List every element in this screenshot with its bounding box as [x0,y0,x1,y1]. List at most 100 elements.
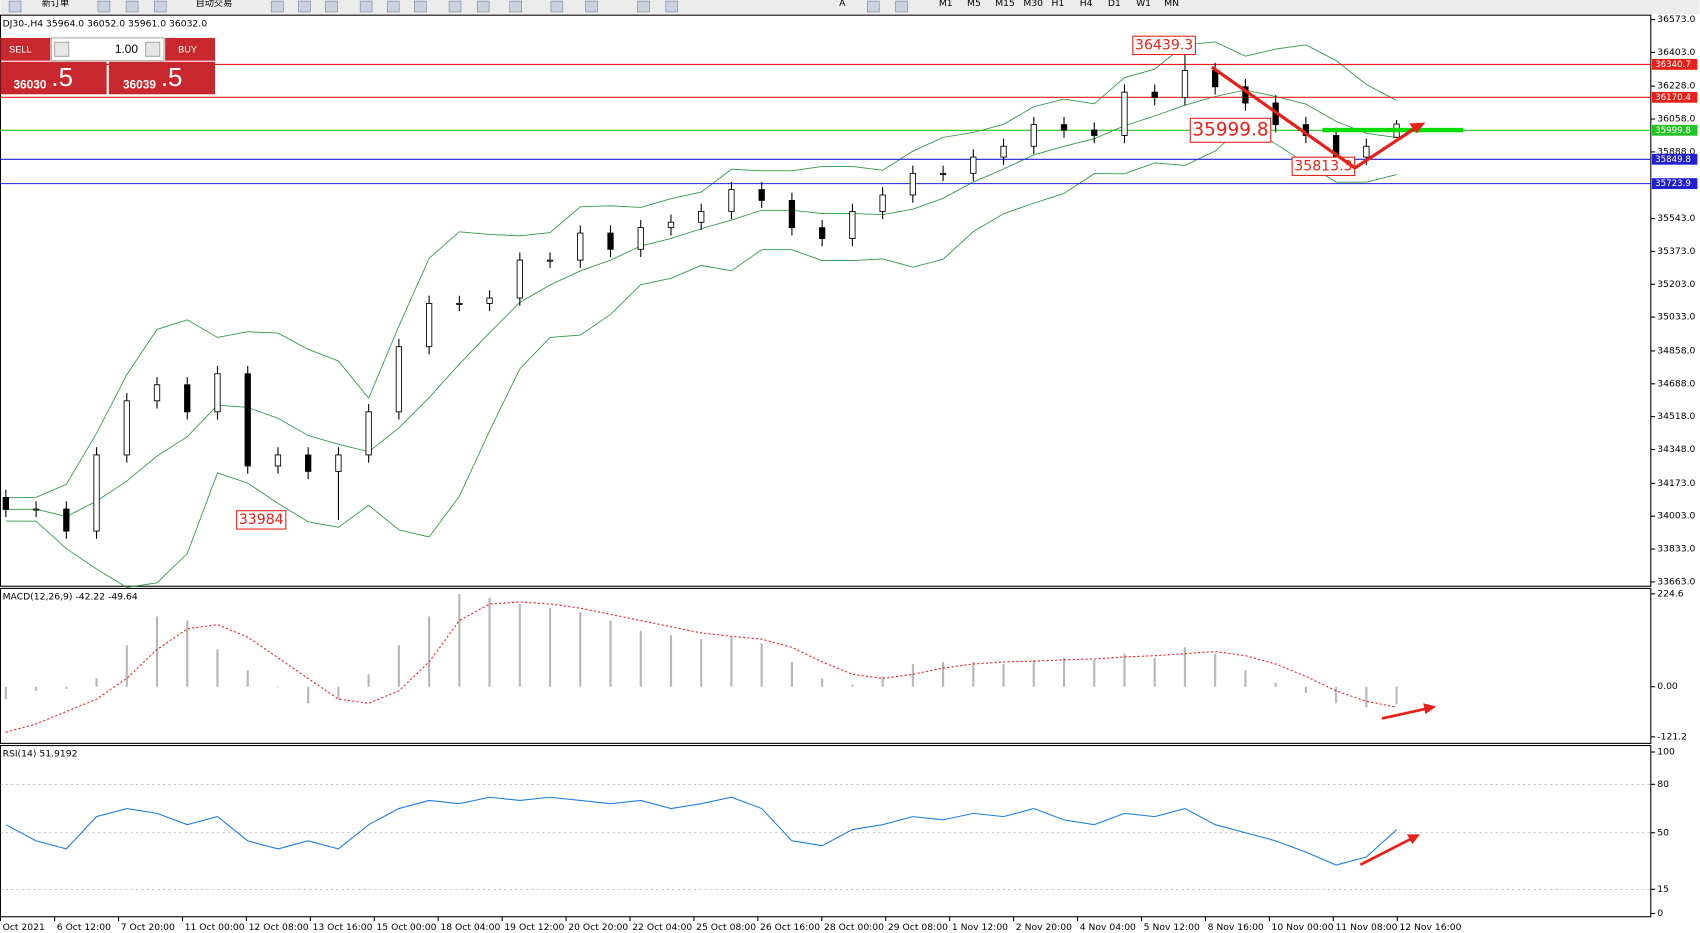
toolbar-icon[interactable] [386,0,400,13]
macd-bar [579,612,582,687]
timeframe-button[interactable]: M30 [1023,0,1043,9]
arrow-head [1409,122,1426,134]
buy-button[interactable] [165,37,215,61]
toolbar-icon[interactable] [476,0,490,13]
toolbar-icon[interactable] [637,0,650,13]
candle-body [365,411,372,456]
toolbar-icon[interactable] [271,0,284,13]
y-tick-label: 0 [1657,908,1663,919]
toolbar-icon[interactable] [414,0,427,13]
toolbar-icon[interactable] [509,0,522,13]
toolbar-icon[interactable] [359,0,373,13]
macd-bar [155,616,159,687]
toolbar-icon[interactable] [448,0,462,13]
candle-body [486,297,493,304]
y-tick-label: 15 [1657,884,1669,895]
buy-label[interactable]: BUY [178,44,197,54]
macd-bar [337,686,340,700]
toolbar-icon[interactable] [325,0,338,13]
time-label: 5 Nov 12:00 [1144,922,1200,933]
toolbar-icon[interactable] [550,0,564,13]
y-tick-label: 0.00 [1657,681,1678,692]
candle-body [32,508,40,511]
rsi-line [5,796,1397,866]
macd-bar [1093,659,1096,687]
timeframe-button[interactable]: MN [1164,0,1179,9]
candle-body [849,210,856,239]
timeframe-button[interactable]: W1 [1136,0,1151,9]
arrow-head [1423,703,1437,715]
price-annotation-box [1189,117,1272,143]
main-panel-frame [0,14,1652,587]
macd-bar [518,604,521,687]
sell-label[interactable]: SELL [9,44,32,54]
toolbar-icon[interactable] [585,0,598,13]
candle-body [123,400,130,456]
macd-bar [760,643,763,687]
candle-body [395,346,403,413]
candle-body [63,508,70,532]
text-tool[interactable]: A [839,0,846,9]
y-tick-label: 80 [1657,779,1669,790]
candle-body [1151,91,1158,99]
toolbar-icon[interactable] [153,0,167,13]
lots-field[interactable] [50,37,165,62]
y-tick-label: 36573.0 [1657,14,1695,25]
macd-bar [397,645,400,687]
y-tick-label: 36228.0 [1657,81,1695,92]
lots-up[interactable] [145,41,161,57]
candle-body [244,373,251,467]
toolbar-icon[interactable] [867,0,880,13]
time-label: 1 Nov 12:00 [952,922,1008,933]
toolbar [0,0,1700,15]
time-label: 15 Oct 00:00 [376,922,436,933]
timeframe-button[interactable]: H1 [1052,0,1065,9]
toolbar-icon[interactable] [97,0,111,13]
candle-body [274,454,282,467]
y-tick-label: 35543.0 [1657,213,1695,224]
price-annotation: 35999.8 [1192,119,1268,140]
toolbar-icon[interactable] [125,0,139,13]
toolbar-icon[interactable] [298,0,311,13]
sell-button[interactable] [0,37,51,61]
lots-value[interactable]: 1.00 [115,42,139,56]
macd-bar [700,639,703,687]
candle-body [1030,124,1037,147]
auto-trading-button[interactable]: 自动交易 [195,0,232,9]
candle-body [879,194,886,212]
price-level-label: 35999.8 [1655,126,1691,136]
toolbar-icon[interactable] [895,0,908,13]
time-label: 12 Oct 08:00 [249,922,309,933]
y-tick-label: 224.6 [1657,588,1683,599]
macd-bar [609,620,612,687]
rsi-panel-frame [0,744,1652,918]
toolbar-icon[interactable] [665,0,679,13]
candle-body [516,259,523,299]
macd-bar [246,670,249,687]
new-order-button[interactable]: 新订单 [42,0,70,9]
timeframe-button[interactable]: M5 [967,0,981,9]
y-tick-label: 34003.0 [1657,511,1695,522]
candle-body [939,172,947,175]
macd-bar [367,674,370,687]
lots-down[interactable] [54,41,70,57]
timeframe-button[interactable]: M15 [995,0,1015,9]
time-label: 26 Oct 16:00 [760,922,820,933]
time-label: 12 Nov 16:00 [1399,922,1461,933]
y-tick-label: 33833.0 [1657,544,1695,555]
time-label: 2 Nov 20:00 [1016,922,1072,933]
toolbar-icon[interactable] [8,0,22,13]
time-label: 6 Oct 12:00 [57,922,111,933]
candle-body [1000,145,1007,158]
time-label: 11 Nov 08:00 [1335,922,1397,933]
timeframe-button[interactable]: D1 [1108,0,1121,9]
candle-body [305,454,312,472]
trade-panel: SELL 1.00 BUY 36030 .5 36039 .5 [0,37,215,95]
bid-box[interactable] [0,61,107,95]
trend-arrow [1210,65,1417,170]
timeframe-button[interactable]: M1 [939,0,953,9]
timeframe-button[interactable]: H4 [1080,0,1093,9]
ask-box[interactable] [108,61,215,95]
y-tick-label: 35203.0 [1657,279,1695,290]
annotations-drawn [1210,65,1464,866]
